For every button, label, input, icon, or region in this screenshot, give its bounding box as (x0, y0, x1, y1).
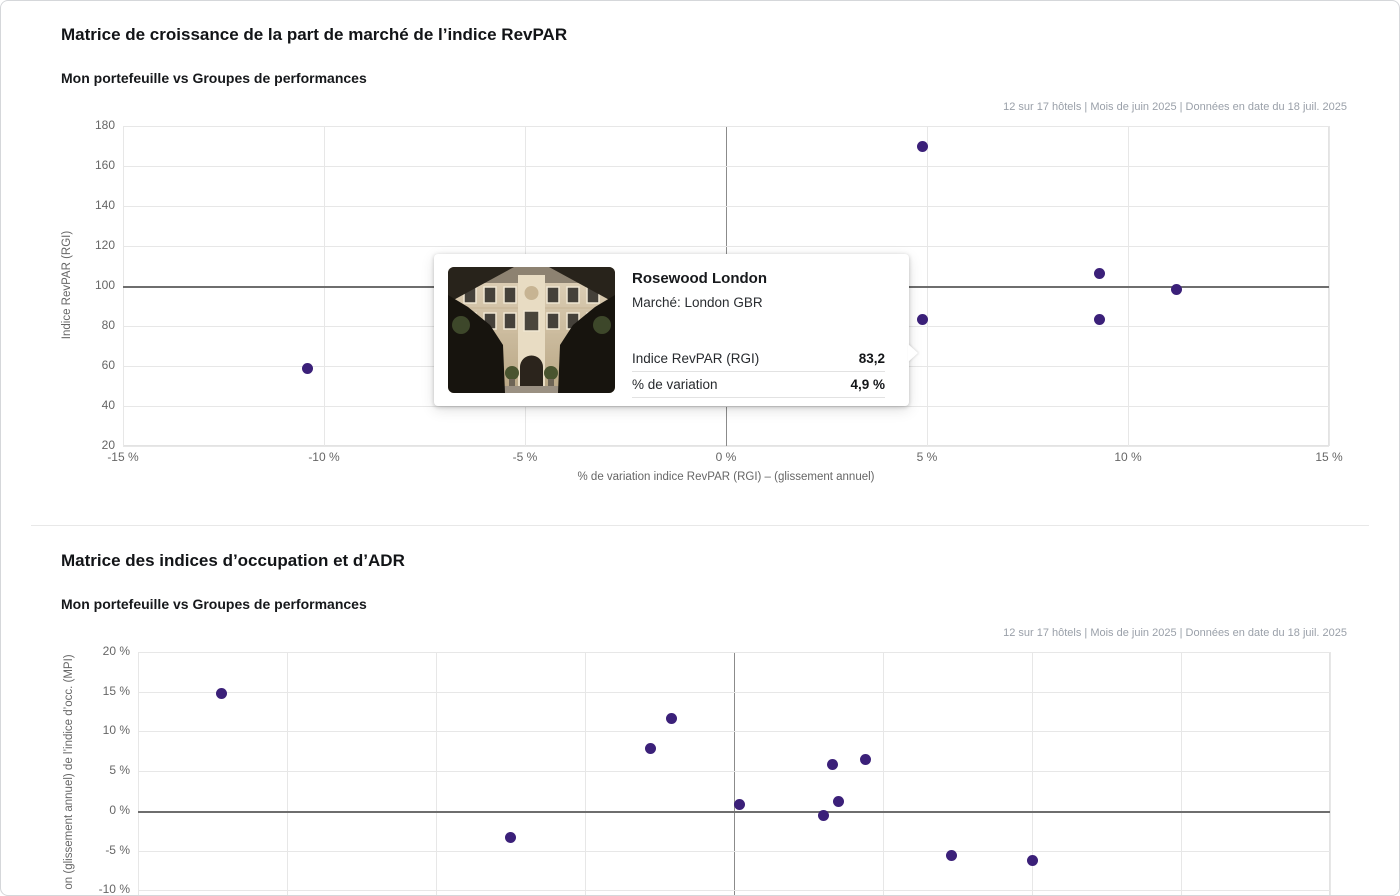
occupancy-plot-area: 20 % 15 % 10 % 5 % 0 % -5 % -10 % (99, 644, 1331, 895)
section-divider (31, 525, 1369, 526)
gridline-vertical (138, 652, 139, 895)
gridline-vertical (436, 652, 437, 895)
data-point[interactable] (1094, 267, 1106, 279)
occupancy-chart-meta: 12 sur 17 hôtels | Mois de juin 2025 | D… (1003, 627, 1347, 639)
reference-line-horizontal (138, 810, 1330, 813)
y-tick-label: 5 % (109, 763, 130, 778)
data-point[interactable] (817, 810, 829, 822)
tooltip-metric-row: Indice RevPAR (RGI) 83,2 (632, 346, 885, 372)
x-tick-label: -15 % (107, 450, 139, 464)
gridline-horizontal (123, 246, 1329, 247)
y-tick-label: 160 (94, 158, 115, 172)
occupancy-chart-title: Matrice des indices d’occupation et d’AD… (61, 551, 405, 570)
chart-tooltip: Rosewood London Marché: London GBR Indic… (434, 254, 918, 406)
data-point[interactable] (832, 795, 844, 807)
y-tick-label: 180 (94, 118, 115, 132)
gridline-vertical (1032, 652, 1033, 895)
y-tick-label: 120 (94, 238, 115, 252)
revpar-x-axis-title: % de variation indice RevPAR (RGI) – (gl… (577, 471, 875, 483)
gridline-horizontal (138, 731, 1330, 733)
gridline-horizontal (123, 446, 1329, 447)
data-point[interactable] (946, 849, 958, 861)
tooltip-market: Marché: London GBR (632, 295, 763, 310)
data-point[interactable] (1094, 313, 1106, 325)
x-tick-label: 5 % (916, 450, 938, 464)
y-tick-label: 10 % (102, 723, 130, 738)
gridline-horizontal (123, 406, 1329, 407)
gridline-horizontal (123, 206, 1329, 207)
y-tick-label: 15 % (102, 683, 130, 698)
x-tick-label: 10 % (1114, 450, 1142, 464)
y-tick-label: 100 (94, 278, 115, 292)
hotel-photo (448, 267, 615, 393)
data-point[interactable] (1170, 283, 1182, 295)
gridline-horizontal (123, 126, 1329, 127)
data-point[interactable] (917, 140, 929, 152)
data-point[interactable] (826, 759, 838, 771)
gridline-vertical (883, 652, 884, 895)
gridline-vertical (1181, 652, 1182, 895)
revpar-chart-meta: 12 sur 17 hôtels | Mois de juin 2025 | D… (1003, 101, 1347, 113)
gridline-horizontal (138, 652, 1330, 653)
y-tick-label: 20 % (102, 644, 130, 658)
gridline-vertical (287, 652, 288, 895)
y-tick-label: 0 % (109, 802, 130, 817)
data-point[interactable] (215, 687, 227, 699)
tooltip-hotel-name: Rosewood London (632, 270, 767, 287)
y-tick-label: 20 (101, 438, 115, 452)
y-tick-label: 60 (101, 358, 115, 372)
data-point[interactable] (1026, 855, 1038, 867)
metric-label: Indice RevPAR (RGI) (632, 351, 760, 366)
revpar-chart-subtitle: Mon portefeuille vs Groupes de performan… (61, 70, 367, 86)
metric-label: % de variation (632, 377, 718, 392)
metric-value: 4,9 % (850, 377, 885, 392)
gridline-vertical (585, 652, 586, 895)
gridline-horizontal (138, 691, 1330, 693)
x-tick-label: -10 % (308, 450, 340, 464)
y-tick-label: -5 % (105, 842, 130, 857)
gridline-vertical (1330, 652, 1331, 895)
y-tick-label: 140 (94, 198, 115, 212)
metric-value: 83,2 (858, 351, 885, 366)
gridline-horizontal (123, 166, 1329, 167)
y-tick-label: -10 % (98, 882, 130, 896)
gridline-horizontal (138, 890, 1330, 892)
gridline-horizontal (138, 850, 1330, 852)
data-point[interactable] (505, 831, 516, 843)
data-point[interactable] (859, 753, 871, 765)
occupancy-chart-subtitle: Mon portefeuille vs Groupes de performan… (61, 596, 367, 612)
tooltip-metrics: Indice RevPAR (RGI) 83,2 % de variation … (632, 346, 885, 398)
data-point[interactable] (665, 713, 677, 725)
data-point-rosewood-london[interactable] (917, 314, 929, 326)
x-tick-label: -5 % (512, 450, 538, 464)
data-point[interactable] (302, 362, 314, 374)
revpar-chart-title: Matrice de croissance de la part de marc… (61, 25, 568, 44)
y-tick-label: 40 (101, 398, 115, 412)
y-tick-label: 80 (101, 318, 115, 332)
tooltip-metric-row: % de variation 4,9 % (632, 372, 885, 398)
tooltip-arrow (908, 344, 918, 362)
gridline-vertical (1329, 126, 1330, 446)
gridline-horizontal (138, 771, 1330, 773)
x-tick-label: 15 % (1315, 450, 1343, 464)
x-tick-label: 0 % (715, 450, 737, 464)
zero-reference-line-vertical (734, 652, 735, 895)
data-point[interactable] (734, 798, 746, 810)
data-point[interactable] (645, 742, 657, 754)
